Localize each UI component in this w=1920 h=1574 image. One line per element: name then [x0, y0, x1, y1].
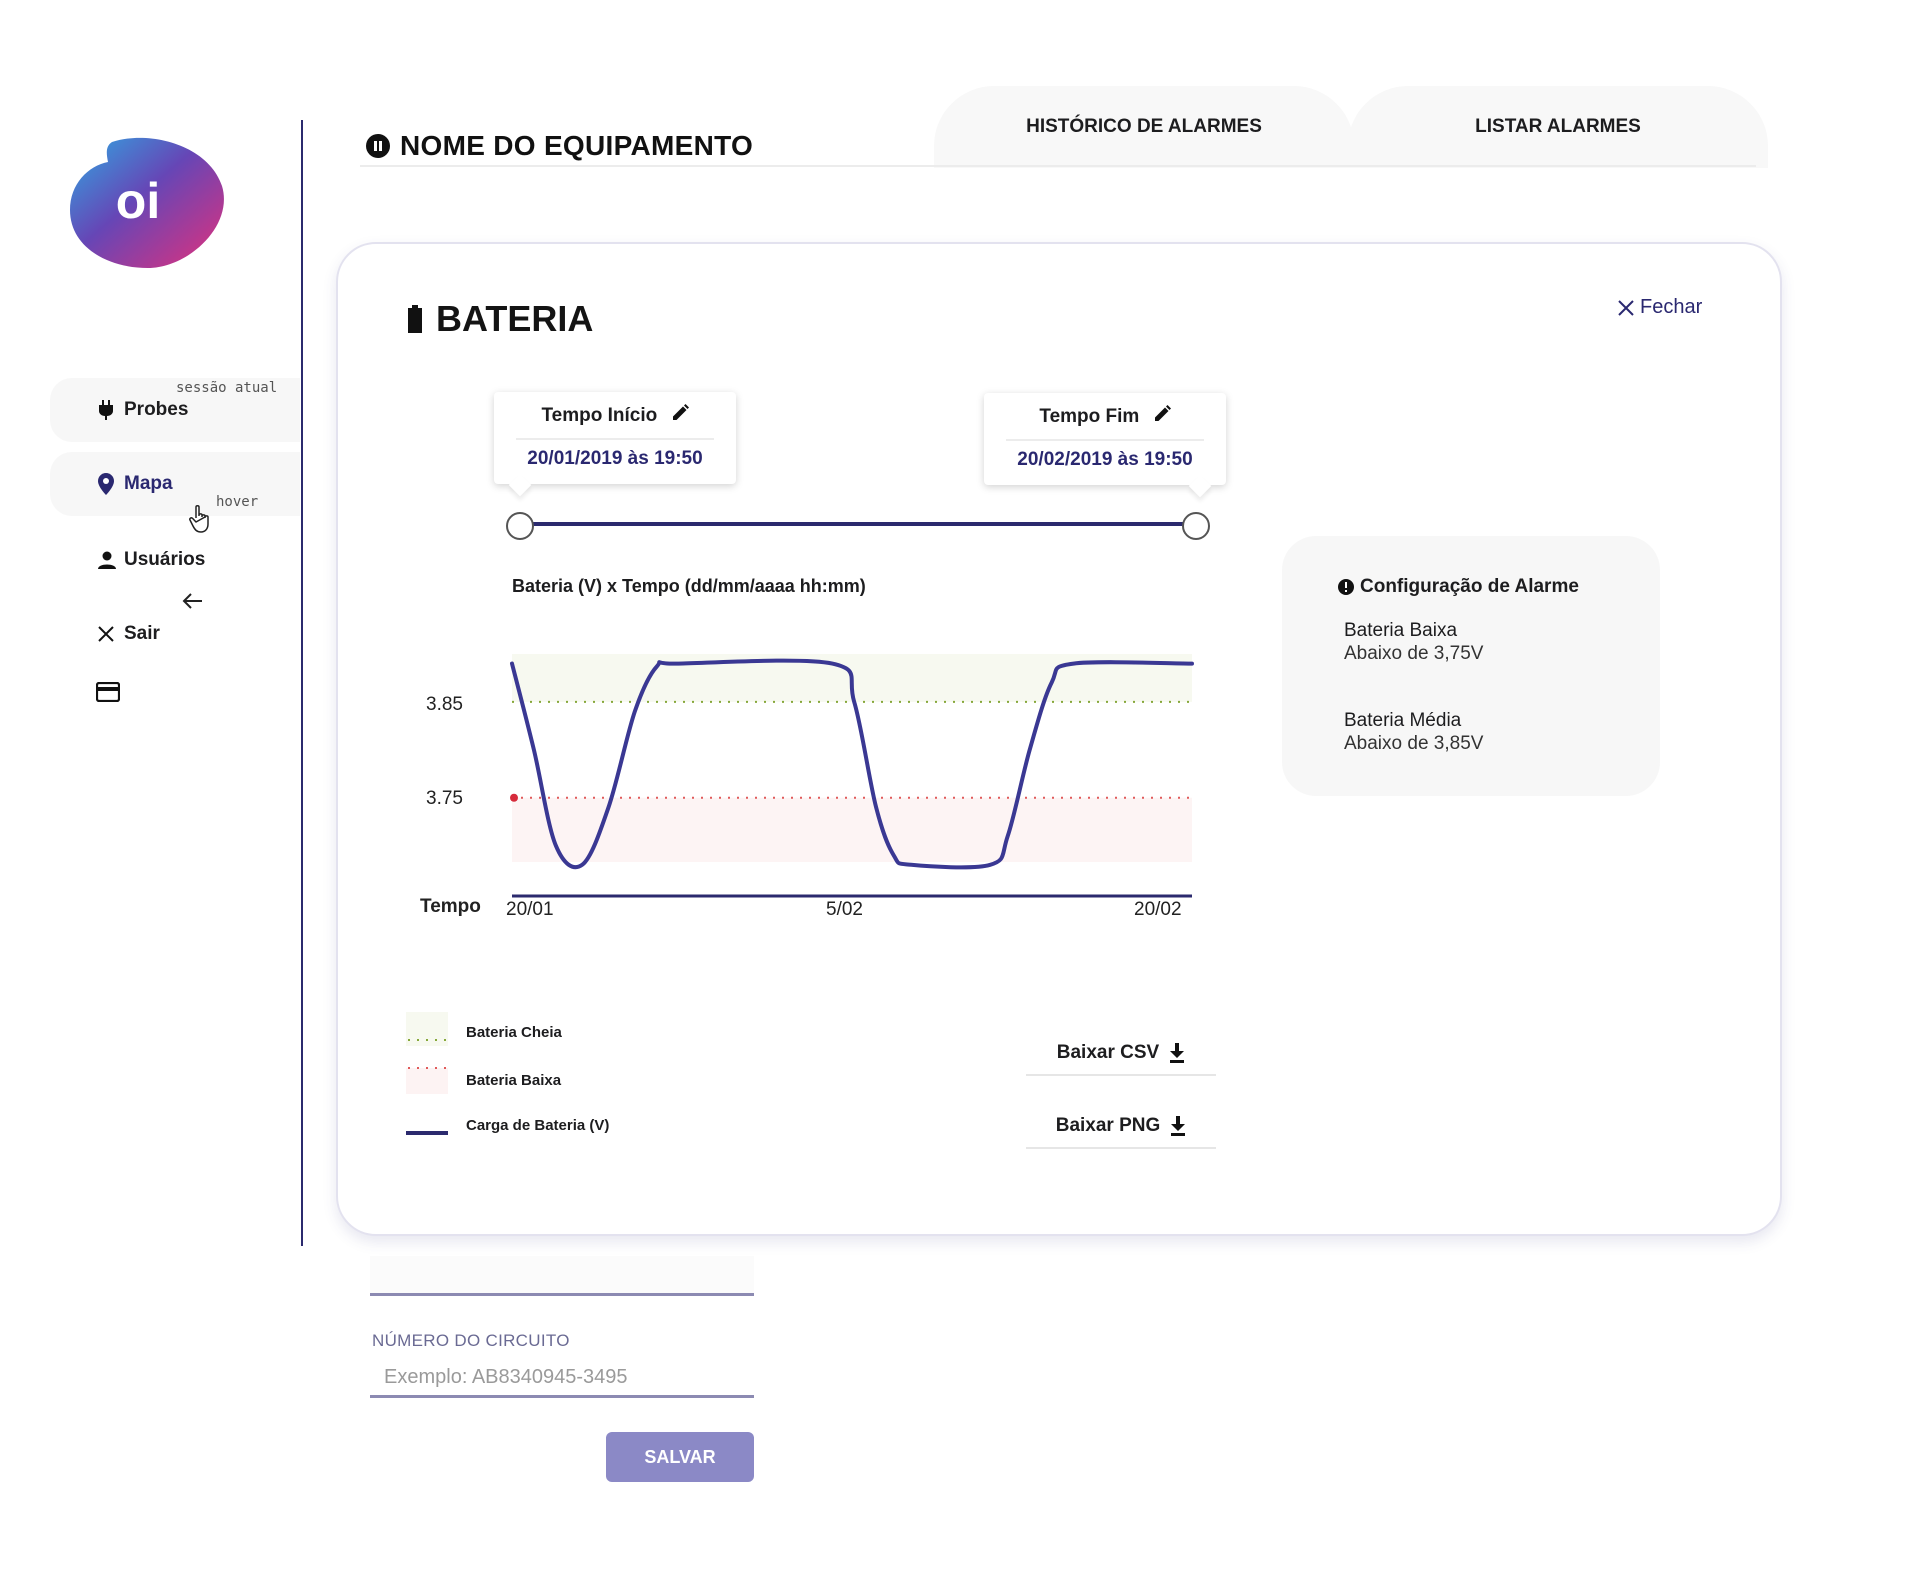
end-time-header: Tempo Fim — [984, 405, 1226, 429]
oi-logo: oi — [68, 134, 226, 270]
card-icon[interactable] — [95, 681, 121, 707]
end-time-label: Tempo Fim — [1039, 406, 1140, 428]
circuit-number-input[interactable] — [370, 1360, 754, 1398]
close-icon — [98, 626, 124, 642]
download-icon — [1169, 1043, 1185, 1063]
page-title-text: NOME DO EQUIPAMENTO — [400, 130, 754, 161]
edit-pencil-icon[interactable] — [671, 404, 689, 428]
info-icon — [1338, 579, 1354, 595]
hand-cursor-icon — [188, 504, 214, 539]
user-icon — [98, 551, 124, 569]
sidebar-item-mapa[interactable]: Mapa — [50, 452, 300, 516]
slider-handle-start[interactable] — [506, 512, 534, 540]
start-time-separator — [516, 438, 714, 440]
download-png-button[interactable]: Baixar PNG — [1026, 1105, 1216, 1149]
x-axis-label: Tempo — [420, 896, 481, 917]
alarm-item-value: Abaixo de 3,85V — [1344, 733, 1484, 754]
low-battery-zone — [512, 797, 1192, 862]
logo-text: oi — [116, 173, 160, 229]
chart-svg — [510, 654, 1194, 898]
page-title: NOME DO EQUIPAMENTO — [366, 130, 753, 162]
map-pin-icon — [98, 473, 124, 495]
collapse-arrow-icon[interactable] — [182, 592, 204, 615]
hover-note: hover — [216, 494, 259, 510]
x-tick-label: 20/01 — [506, 899, 554, 920]
tab-listar-alarmes[interactable]: LISTAR ALARMES — [1348, 86, 1768, 168]
alarm-config-title: Configuração de Alarme — [1338, 576, 1579, 598]
sidebar-item-label: Probes — [124, 399, 189, 420]
legend-label: Carga de Bateria (V) — [466, 1117, 610, 1134]
sidebar-item-usuarios[interactable]: Usuários — [50, 528, 300, 592]
circuit-number-label: NÚMERO DO CIRCUITO — [372, 1331, 570, 1350]
equipment-icon — [366, 134, 390, 158]
download-csv-button[interactable]: Baixar CSV — [1026, 1032, 1216, 1076]
start-time-value[interactable]: 20/01/2019 às 19:50 — [527, 448, 703, 469]
sidebar-divider — [301, 120, 303, 1246]
plug-icon — [98, 400, 124, 420]
legend-full-swatch — [406, 1012, 448, 1051]
legend-low-swatch — [406, 1058, 448, 1099]
battery-chart — [420, 630, 1210, 935]
time-range-slider-track[interactable] — [518, 522, 1198, 526]
x-tick-label: 5/02 — [826, 899, 863, 920]
legend-label: Bateria Baixa — [466, 1072, 562, 1089]
tab-label: HISTÓRICO DE ALARMES — [1026, 116, 1262, 137]
y-tick-label: 3.85 — [426, 694, 463, 715]
end-time-box: Tempo Fim 20/02/2019 às 19:50 — [984, 393, 1226, 498]
alarm-item-value: Abaixo de 3,75V — [1344, 643, 1484, 664]
end-time-value[interactable]: 20/02/2019 às 19:50 — [1017, 449, 1193, 470]
sidebar-item-label: Usuários — [124, 549, 206, 570]
current-session-note: sessão atual — [176, 380, 278, 396]
close-label: Fechar — [1640, 296, 1703, 318]
text-field[interactable] — [370, 1256, 754, 1296]
sidebar-item-sair[interactable]: Sair — [50, 602, 300, 666]
alarm-item-name: Bateria Baixa — [1344, 620, 1458, 641]
close-icon — [1618, 299, 1634, 316]
battery-icon — [408, 305, 422, 333]
slider-handle-end[interactable] — [1182, 512, 1210, 540]
tab-historico-alarmes[interactable]: HISTÓRICO DE ALARMES — [934, 86, 1354, 168]
legend-line-swatch — [406, 1124, 448, 1142]
end-time-separator — [1006, 439, 1204, 441]
start-time-box: Tempo Início 20/01/2019 às 19:50 — [494, 392, 736, 497]
edit-pencil-icon[interactable] — [1153, 405, 1171, 429]
alarm-config-panel — [1282, 536, 1660, 796]
tab-label: LISTAR ALARMES — [1475, 116, 1641, 137]
download-png-label: Baixar PNG — [1055, 1115, 1161, 1136]
header-divider — [360, 165, 1756, 167]
legend-label: Bateria Cheia — [466, 1024, 562, 1041]
card-title: BATERIA — [408, 298, 593, 340]
download-icon — [1170, 1116, 1186, 1136]
close-button[interactable]: Fechar — [1618, 296, 1702, 319]
sidebar-item-label: Mapa — [124, 473, 173, 494]
start-time-header: Tempo Início — [494, 404, 736, 428]
download-csv-label: Baixar CSV — [1056, 1042, 1160, 1063]
battery-series-line — [510, 658, 1194, 870]
x-tick-label: 20/02 — [1134, 899, 1182, 920]
alarm-config-title-text: Configuração de Alarme — [1360, 576, 1579, 597]
y-tick-label: 3.75 — [426, 788, 463, 809]
chart-title: Bateria (V) x Tempo (dd/mm/aaaa hh:mm) — [512, 576, 866, 596]
threshold-marker — [510, 793, 518, 802]
save-button[interactable]: SALVAR — [606, 1432, 754, 1482]
card-title-text: BATERIA — [436, 298, 594, 339]
sidebar-item-probes[interactable]: Probes — [50, 378, 300, 442]
start-time-label: Tempo Início — [541, 405, 658, 427]
sidebar-item-label: Sair — [124, 623, 160, 644]
alarm-item-name: Bateria Média — [1344, 710, 1462, 731]
